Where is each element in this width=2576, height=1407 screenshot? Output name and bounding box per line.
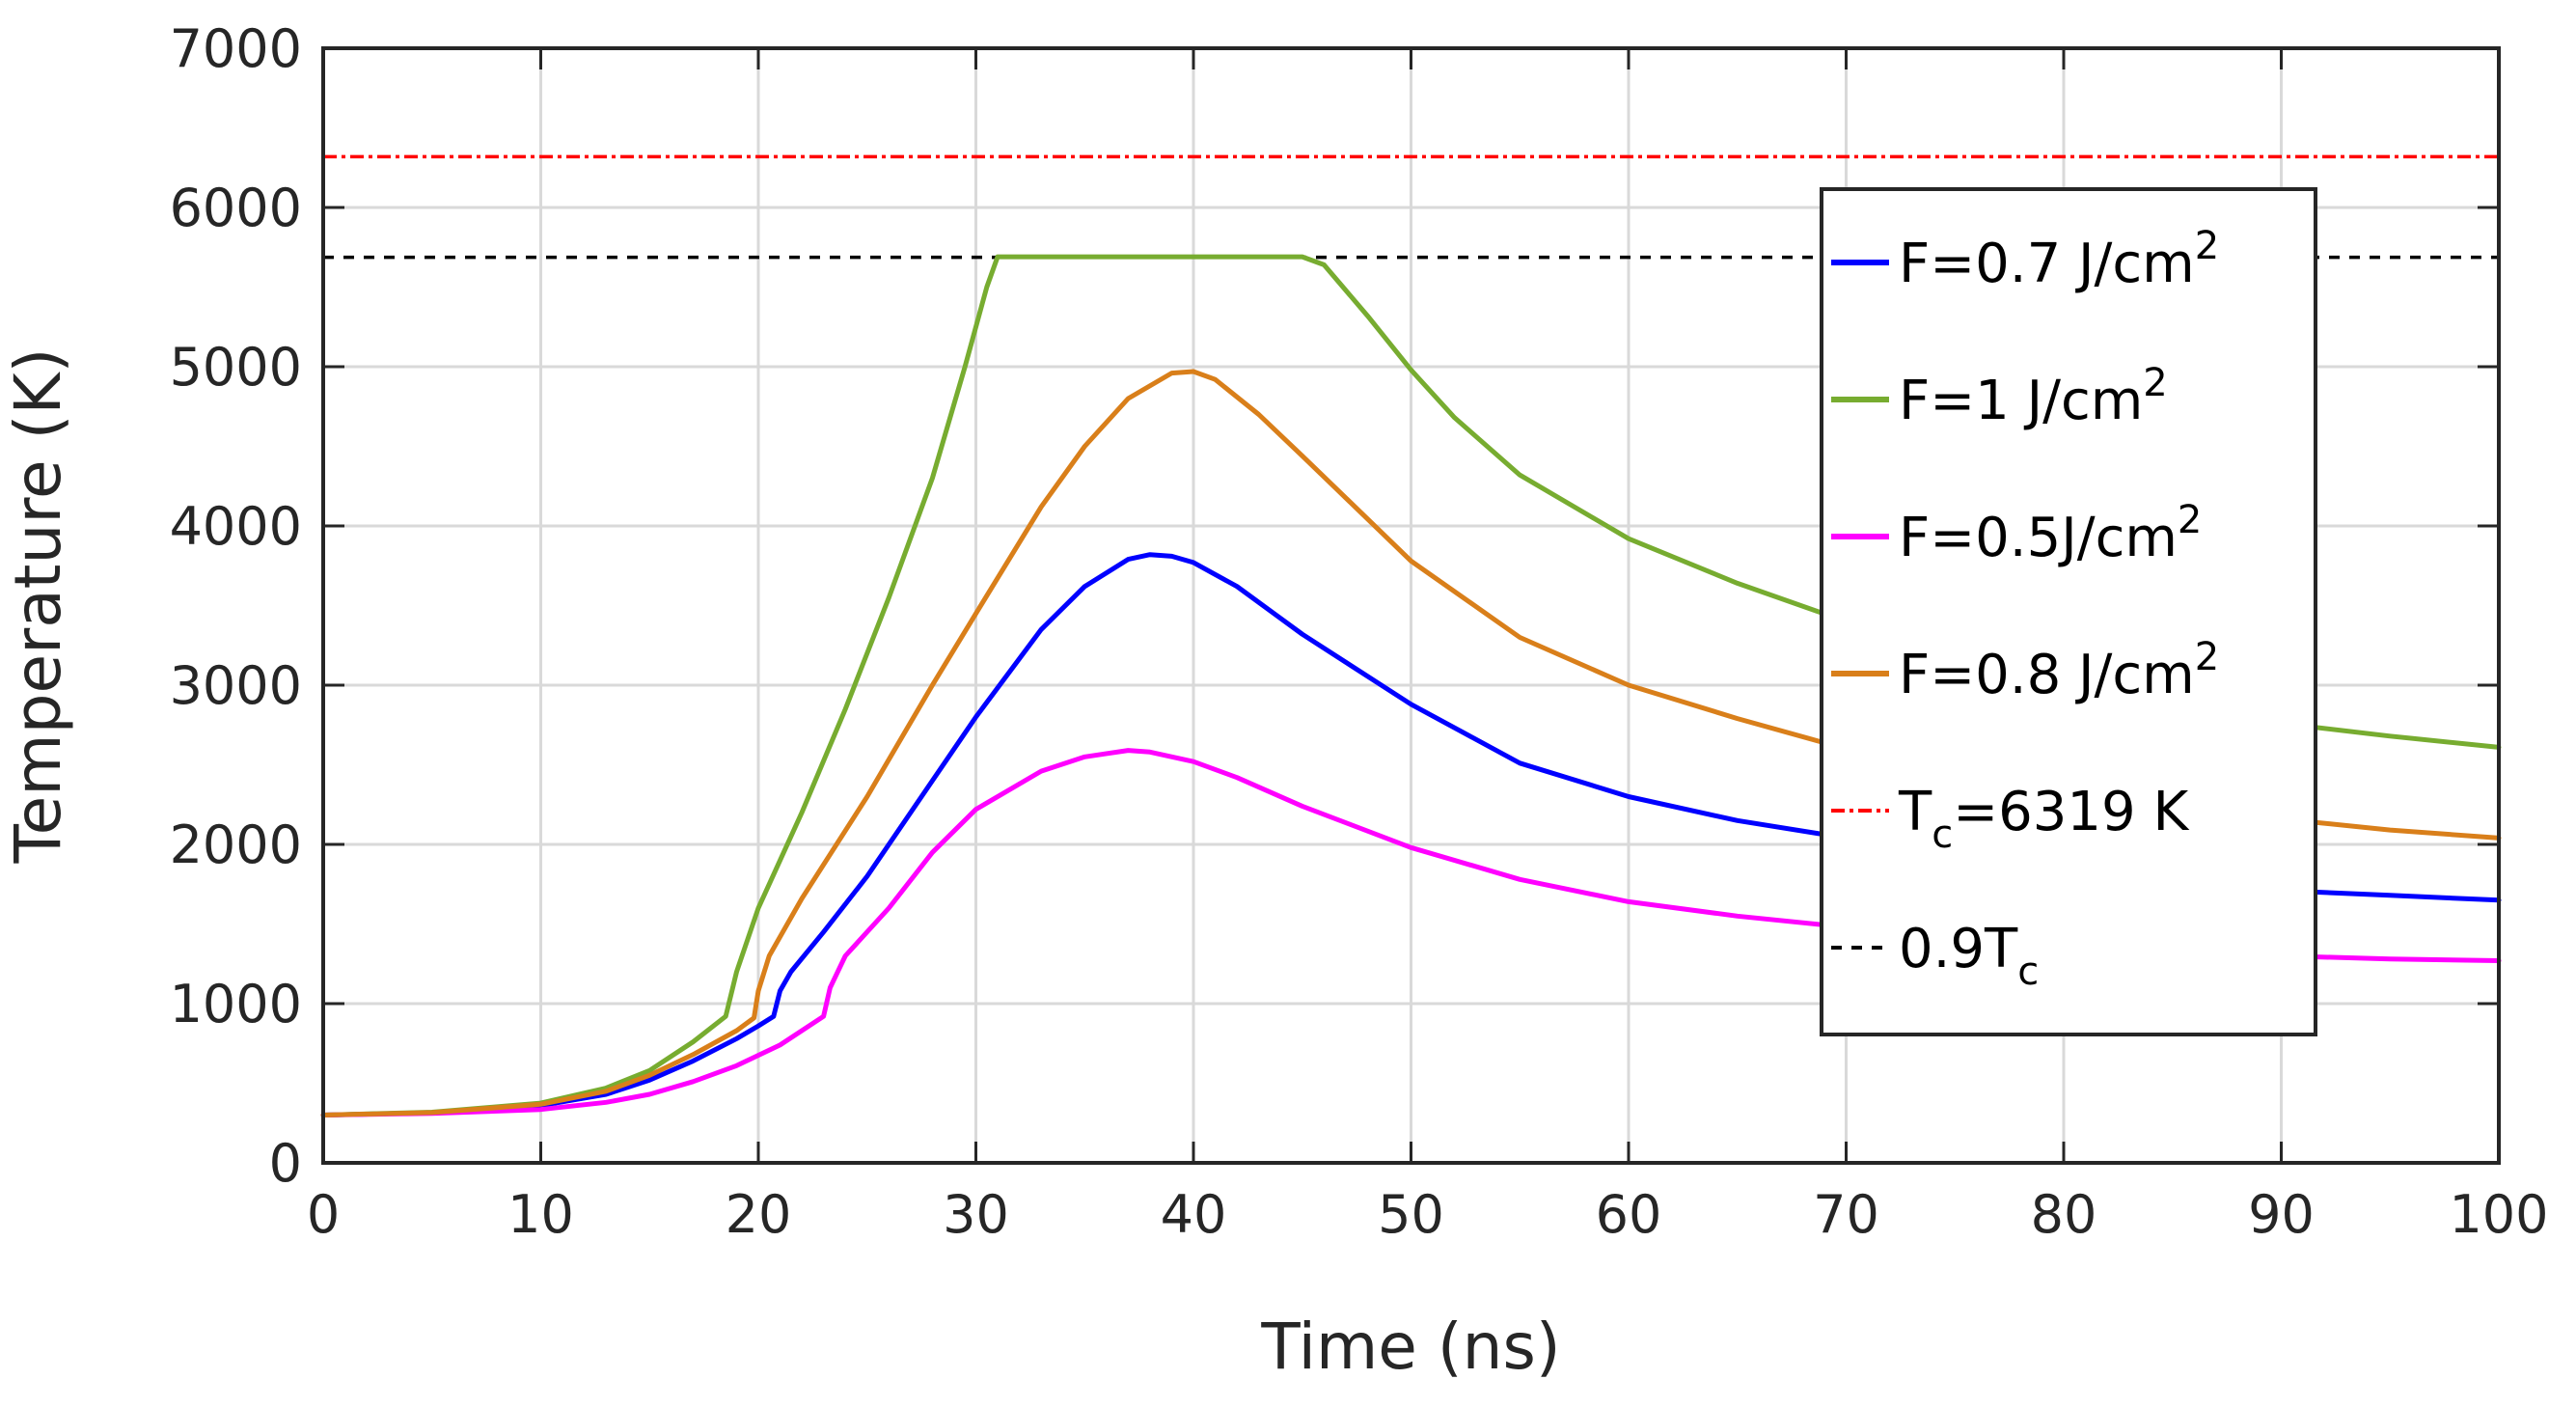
- y-tick-label: 6000: [170, 178, 302, 238]
- x-tick-label: 50: [1378, 1184, 1444, 1245]
- y-tick-label: 3000: [170, 655, 302, 716]
- y-tick-labels: 0 1000 2000 3000 4000 5000 6000 7000: [170, 18, 302, 1194]
- x-tick-label: 80: [2031, 1184, 2097, 1245]
- x-tick-label: 70: [1813, 1184, 1879, 1245]
- legend-label-3: F=0.5J/cm2: [1899, 498, 2202, 569]
- x-axis-label: Time (ns): [1260, 1310, 1560, 1384]
- legend-box: [1820, 187, 2317, 1036]
- legend-label-2: F=1 J/cm2: [1899, 361, 2168, 432]
- y-tick-label: 5000: [170, 337, 302, 398]
- legend-label-5: Tc=6319 K: [1898, 781, 2189, 857]
- y-axis-label: Temperature (K): [1, 348, 75, 865]
- y-tick-label: 7000: [170, 18, 302, 79]
- y-tick-label: 1000: [170, 974, 302, 1035]
- legend-label-4: F=0.8 J/cm2: [1899, 635, 2219, 706]
- x-tick-label: 10: [507, 1184, 574, 1245]
- x-tick-label: 30: [943, 1184, 1009, 1245]
- legend-label-6: 0.9Tc: [1899, 918, 2039, 994]
- legend: F=0.7 J/cm2 F=1 J/cm2 F=0.5J/cm2 F=0.8 J/cm…: [1820, 187, 2317, 1036]
- x-tick-label: 0: [307, 1184, 340, 1245]
- legend-label-1: F=0.7 J/cm2: [1899, 224, 2219, 295]
- x-tick-label: 90: [2248, 1184, 2315, 1245]
- x-tick-label: 40: [1161, 1184, 1227, 1245]
- x-tick-label: 20: [726, 1184, 792, 1245]
- y-tick-label: 4000: [170, 496, 302, 557]
- y-tick-label: 0: [269, 1133, 302, 1194]
- x-tick-label: 100: [2449, 1184, 2548, 1245]
- y-tick-label: 2000: [170, 814, 302, 875]
- ticks: [321, 46, 2501, 1165]
- x-tick-label: 60: [1596, 1184, 1662, 1245]
- x-tick-labels: 0 10 20 30 40 50 60 70 80 90 100: [307, 1184, 2549, 1245]
